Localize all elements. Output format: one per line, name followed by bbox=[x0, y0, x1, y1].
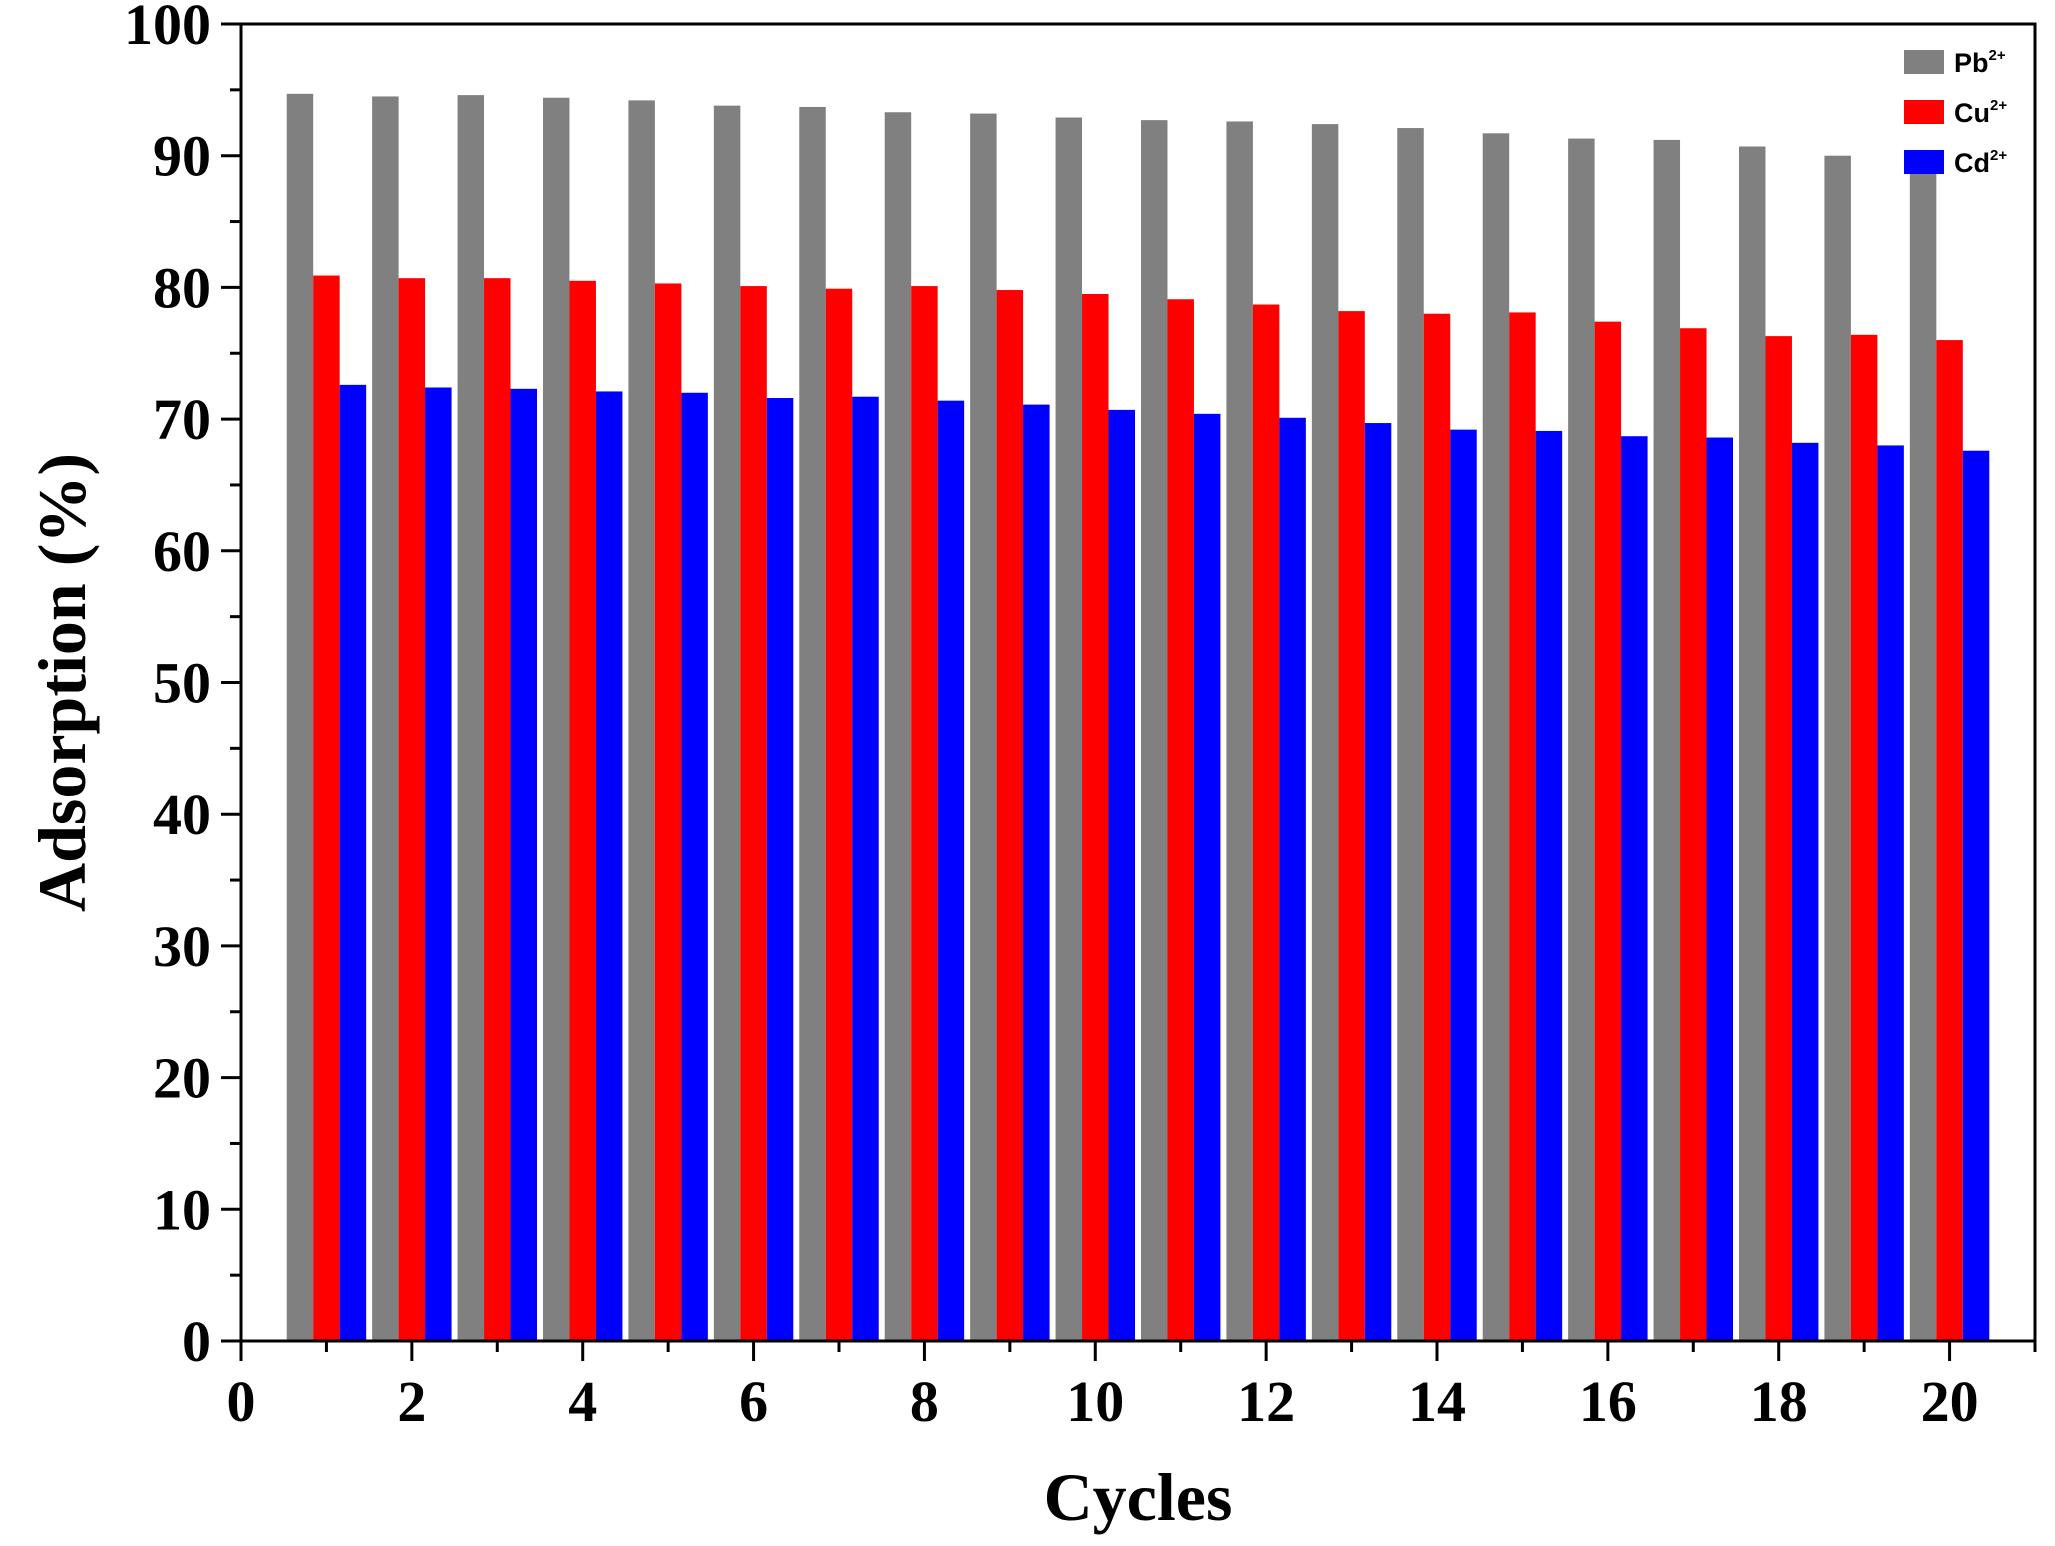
bar-cd-cycle-7 bbox=[852, 396, 879, 1341]
y-tick-label: 80 bbox=[153, 255, 211, 320]
bar-cd-cycle-19 bbox=[1877, 445, 1904, 1341]
x-tick-label: 18 bbox=[1750, 1369, 1808, 1434]
bar-pb-cycle-10 bbox=[1055, 117, 1083, 1342]
x-tick-label: 20 bbox=[1921, 1369, 1979, 1434]
bar-cu-cycle-5 bbox=[654, 283, 682, 1342]
bar-cd-cycle-14 bbox=[1450, 429, 1477, 1341]
bar-cu-cycle-13 bbox=[1338, 311, 1365, 1342]
bar-cd-cycle-15 bbox=[1535, 430, 1563, 1341]
bar-cu-cycle-16 bbox=[1594, 321, 1622, 1342]
x-tick-label: 14 bbox=[1408, 1369, 1466, 1434]
bar-cu-cycle-18 bbox=[1765, 336, 1792, 1341]
bar-cu-cycle-2 bbox=[398, 278, 426, 1341]
bar-pb-cycle-8 bbox=[884, 112, 912, 1341]
y-tick-label: 30 bbox=[153, 914, 211, 979]
bar-cd-cycle-18 bbox=[1791, 442, 1819, 1341]
bar-cd-cycle-10 bbox=[1108, 409, 1136, 1342]
x-tick-label: 0 bbox=[227, 1369, 256, 1434]
bar-cd-cycle-13 bbox=[1364, 423, 1392, 1341]
bar-pb-cycle-15 bbox=[1482, 133, 1510, 1341]
bar-cu-cycle-4 bbox=[569, 280, 596, 1342]
y-tick-label: 70 bbox=[153, 387, 211, 452]
bar-pb-cycle-20 bbox=[1909, 158, 1937, 1342]
bar-pb-cycle-11 bbox=[1140, 120, 1168, 1342]
bar-cd-cycle-5 bbox=[681, 392, 708, 1341]
x-tick-label: 8 bbox=[910, 1369, 939, 1434]
y-tick-label: 20 bbox=[153, 1046, 211, 1111]
bar-cu-cycle-19 bbox=[1850, 334, 1878, 1341]
y-axis-title: Adsorption (%) bbox=[24, 453, 100, 912]
x-tick-label: 4 bbox=[568, 1369, 597, 1434]
bar-cd-cycle-1 bbox=[339, 384, 367, 1341]
bar-cu-cycle-20 bbox=[1936, 340, 1963, 1342]
y-tick-label: 10 bbox=[153, 1177, 211, 1242]
legend-swatch-pb bbox=[1904, 50, 1944, 74]
bar-pb-cycle-3 bbox=[457, 95, 485, 1341]
bar-cd-cycle-11 bbox=[1193, 413, 1221, 1341]
bar-cd-cycle-9 bbox=[1023, 404, 1050, 1341]
bar-pb-cycle-5 bbox=[628, 100, 655, 1342]
bar-cu-cycle-1 bbox=[313, 275, 340, 1341]
bar-cu-cycle-15 bbox=[1509, 312, 1536, 1342]
bar-cu-cycle-10 bbox=[1082, 293, 1109, 1341]
bar-cu-cycle-6 bbox=[740, 286, 767, 1341]
bar-pb-cycle-14 bbox=[1397, 128, 1424, 1342]
x-tick-label: 2 bbox=[397, 1369, 426, 1434]
bar-cu-cycle-17 bbox=[1680, 328, 1707, 1341]
bar-cd-cycle-3 bbox=[510, 388, 538, 1342]
bar-cd-cycle-17 bbox=[1706, 437, 1734, 1342]
y-tick-label: 50 bbox=[153, 651, 211, 716]
legend-label-pb: Pb2+ bbox=[1954, 47, 2006, 78]
bar-cd-cycle-16 bbox=[1621, 436, 1648, 1341]
x-tick-label: 12 bbox=[1237, 1369, 1295, 1434]
y-tick-label: 60 bbox=[153, 519, 211, 584]
bar-cd-cycle-12 bbox=[1279, 417, 1306, 1342]
bar-cu-cycle-8 bbox=[911, 286, 938, 1341]
bar-pb-cycle-2 bbox=[372, 96, 399, 1341]
bar-cd-cycle-8 bbox=[937, 400, 965, 1341]
bar-cd-cycle-4 bbox=[595, 391, 623, 1341]
bar-pb-cycle-4 bbox=[542, 97, 570, 1342]
bar-pb-cycle-18 bbox=[1738, 146, 1766, 1342]
bar-cd-cycle-6 bbox=[766, 398, 794, 1341]
bar-cu-cycle-3 bbox=[484, 278, 511, 1341]
bar-cd-cycle-2 bbox=[425, 387, 452, 1341]
bars-layer bbox=[286, 93, 1990, 1342]
bar-cu-cycle-9 bbox=[996, 290, 1024, 1342]
bar-pb-cycle-13 bbox=[1311, 124, 1339, 1341]
bar-pb-cycle-6 bbox=[713, 105, 741, 1341]
y-tick-label: 0 bbox=[182, 1309, 211, 1374]
legend: Pb2+ Cu2+ Cd2+ bbox=[1904, 47, 2007, 178]
legend-swatch-cd bbox=[1904, 150, 1944, 174]
bar-pb-cycle-17 bbox=[1653, 139, 1681, 1341]
legend-label-cd: Cd2+ bbox=[1954, 147, 2007, 178]
bar-pb-cycle-7 bbox=[799, 106, 826, 1342]
bar-pb-cycle-19 bbox=[1824, 155, 1851, 1342]
plot-frame bbox=[239, 22, 2037, 1343]
bar-cu-cycle-12 bbox=[1252, 304, 1280, 1341]
bar-pb-cycle-12 bbox=[1226, 121, 1253, 1341]
bar-cu-cycle-14 bbox=[1423, 313, 1451, 1341]
y-tick-label: 90 bbox=[153, 124, 211, 189]
bar-cd-cycle-20 bbox=[1962, 450, 1990, 1341]
bar-cu-cycle-11 bbox=[1167, 299, 1194, 1342]
x-tick-label: 6 bbox=[739, 1369, 768, 1434]
legend-swatch-cu bbox=[1904, 100, 1944, 124]
bar-pb-cycle-16 bbox=[1568, 138, 1595, 1342]
y-tick-label: 40 bbox=[153, 782, 211, 847]
bar-pb-cycle-9 bbox=[970, 113, 997, 1341]
ticks-layer: 0 2 4 6 8 10 12 14 16 18 20 0 10 20 30 40 50 60 70 80 90 100 bbox=[124, 0, 2037, 1434]
bar-cu-cycle-7 bbox=[825, 288, 853, 1341]
bar-pb-cycle-1 bbox=[286, 93, 314, 1341]
x-axis-title: Cycles bbox=[1044, 1459, 1233, 1535]
y-tick-label: 100 bbox=[124, 0, 211, 57]
legend-label-cu: Cu2+ bbox=[1954, 97, 2007, 128]
x-tick-label: 10 bbox=[1066, 1369, 1124, 1434]
x-tick-label: 16 bbox=[1579, 1369, 1637, 1434]
